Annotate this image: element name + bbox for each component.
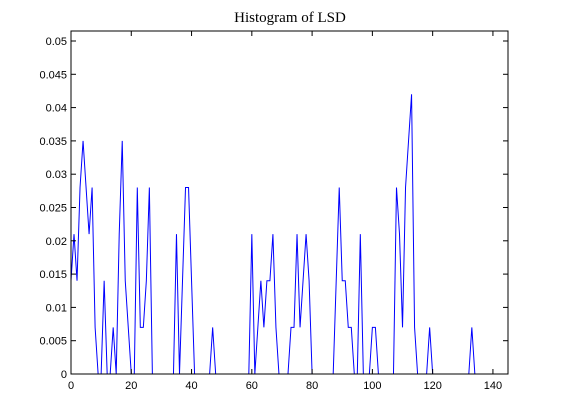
series-line: [70, 94, 481, 375]
x-tick-label: 120: [423, 380, 441, 392]
y-tick-label: 0.03: [46, 169, 67, 181]
y-tick-label: 0.015: [39, 269, 67, 281]
y-tick-label: 0: [61, 369, 67, 381]
plot-area: [71, 31, 508, 374]
x-tick-label: 140: [484, 380, 502, 392]
y-tick-label: 0.005: [39, 336, 67, 348]
x-tick-label: 80: [306, 380, 318, 392]
series-layer: [70, 94, 481, 375]
axes-box: [70, 30, 509, 375]
x-tick-label: 100: [363, 380, 381, 392]
x-tick-label: 40: [185, 380, 197, 392]
chart-title: Histogram of LSD: [234, 10, 346, 26]
x-tick-label: 0: [68, 380, 74, 392]
x-tick-label: 20: [125, 380, 137, 392]
x-tick-label: 60: [246, 380, 258, 392]
y-tick-label: 0.05: [46, 36, 67, 48]
x-axis: 0 20 40 60 80 100 120 140: [68, 31, 502, 392]
y-tick-label: 0.035: [39, 136, 67, 148]
y-tick-label: 0.01: [46, 302, 67, 314]
y-axis: 0 0.005 0.01 0.015 0.02 0.025 0.03 0.035 0.04 0.0…: [39, 36, 508, 381]
y-tick-label: 0.04: [46, 103, 67, 115]
y-tick-label: 0.025: [39, 202, 67, 214]
y-tick-label: 0.045: [39, 69, 67, 81]
y-tick-label: 0.02: [46, 236, 67, 248]
